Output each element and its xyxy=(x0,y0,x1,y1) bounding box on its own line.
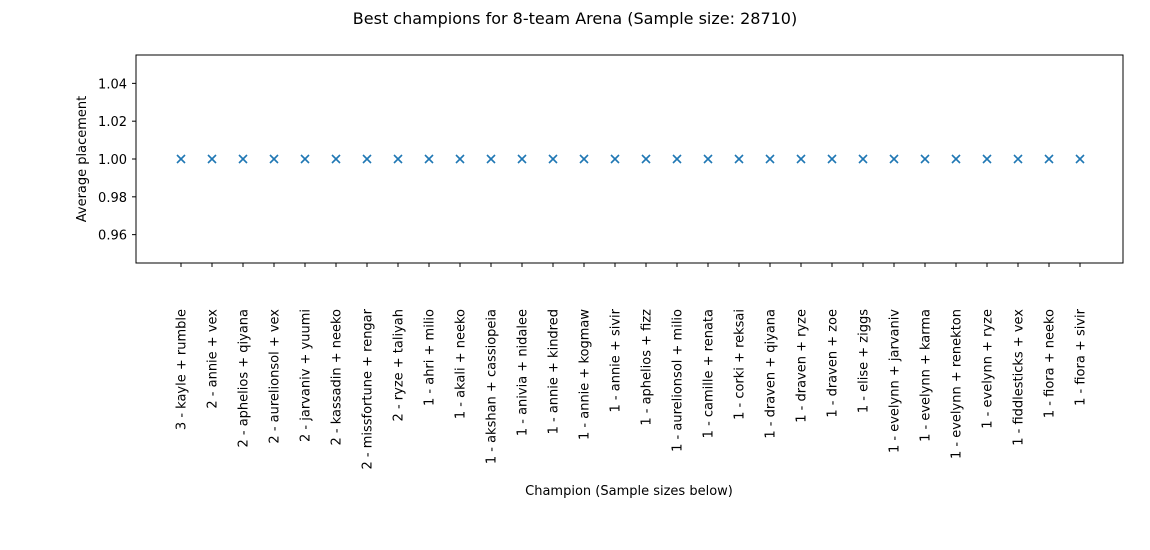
x-tick-label: 1 - camille + renata xyxy=(702,309,717,438)
x-tick-label: 1 - fiora + neeko xyxy=(1043,309,1058,418)
x-axis-label: Champion (Sample sizes below) xyxy=(525,484,733,499)
data-point xyxy=(858,154,868,164)
data-point xyxy=(176,154,186,164)
data-point xyxy=(920,154,930,164)
x-tick-label: 1 - aphelios + fizz xyxy=(640,309,655,426)
x-tick-label: 1 - ahri + milio xyxy=(423,309,438,406)
data-point xyxy=(703,154,713,164)
x-tick-label: 1 - akali + neeko xyxy=(454,309,469,419)
data-point xyxy=(827,154,837,164)
y-axis-label: Average placement xyxy=(75,96,90,223)
data-point xyxy=(765,154,775,164)
y-tick-label: 1.00 xyxy=(98,153,127,168)
data-point xyxy=(486,154,496,164)
data-point xyxy=(238,154,248,164)
data-points xyxy=(176,154,1085,164)
data-point xyxy=(362,154,372,164)
y-tick-label: 1.04 xyxy=(98,77,127,92)
x-tick-label: 2 - aurelionsol + vex xyxy=(268,309,283,444)
data-point xyxy=(1044,154,1054,164)
x-tick-label: 3 - kayle + rumble xyxy=(175,309,190,430)
data-point xyxy=(517,154,527,164)
x-tick-label: 1 - evelynn + jarvaniv xyxy=(888,309,903,453)
data-point xyxy=(672,154,682,164)
data-point xyxy=(796,154,806,164)
x-tick-label: 1 - aurelionsol + milio xyxy=(671,309,686,452)
y-tick-label: 0.98 xyxy=(98,191,127,206)
data-point xyxy=(300,154,310,164)
x-tick-label: 2 - jarvaniv + yuumi xyxy=(299,309,314,442)
x-tick-label: 2 - aphelios + qiyana xyxy=(237,309,252,448)
x-tick-label: 1 - fiddlesticks + vex xyxy=(1012,309,1027,446)
data-point xyxy=(951,154,961,164)
plot-area-frame xyxy=(135,54,1124,264)
data-point xyxy=(269,154,279,164)
x-tick-label: 1 - draven + qiyana xyxy=(764,309,779,439)
x-tick-label: 1 - annie + kindred xyxy=(547,309,562,434)
data-point xyxy=(455,154,465,164)
x-tick-label: 1 - evelynn + ryze xyxy=(981,309,996,429)
data-point xyxy=(207,154,217,164)
data-point xyxy=(579,154,589,164)
x-tick-label: 1 - corki + reksai xyxy=(733,309,748,420)
data-point xyxy=(331,154,341,164)
x-tick-label: 1 - draven + ryze xyxy=(795,309,810,423)
data-point xyxy=(424,154,434,164)
x-axis: 3 - kayle + rumble 2 - annie + vex 2 - aph… xyxy=(175,263,1089,470)
chart-title: Best champions for 8-team Arena (Sample … xyxy=(353,9,797,28)
x-tick-label: 2 - kassadin + neeko xyxy=(330,309,345,446)
data-point xyxy=(393,154,403,164)
data-point xyxy=(1075,154,1085,164)
data-point xyxy=(1013,154,1023,164)
data-point xyxy=(610,154,620,164)
x-tick-label: 1 - draven + zoe xyxy=(826,309,841,418)
x-tick-label: 1 - anivia + nidalee xyxy=(516,309,531,436)
x-tick-label: 1 - annie + sivir xyxy=(609,308,624,412)
x-tick-label: 1 - fiora + sivir xyxy=(1074,308,1089,406)
data-point xyxy=(889,154,899,164)
x-tick-label: 1 - evelynn + renekton xyxy=(950,309,965,459)
data-point xyxy=(734,154,744,164)
x-tick-label: 1 - elise + ziggs xyxy=(857,309,872,413)
x-tick-label: 2 - ryze + taliyah xyxy=(392,309,407,421)
data-point xyxy=(641,154,651,164)
y-axis: 0.96 0.98 1.00 1.02 1.04 xyxy=(98,77,136,244)
x-tick-label: 1 - akshan + cassiopeia xyxy=(485,309,500,464)
x-tick-label: 1 - evelynn + karma xyxy=(919,309,934,442)
y-tick-label: 1.02 xyxy=(98,115,127,130)
y-tick-label: 0.96 xyxy=(98,229,127,244)
x-tick-label: 2 - missfortune + rengar xyxy=(361,308,376,469)
x-tick-label: 2 - annie + vex xyxy=(206,309,221,409)
data-point xyxy=(548,154,558,164)
x-tick-label: 1 - annie + kogmaw xyxy=(578,309,593,440)
data-point xyxy=(982,154,992,164)
